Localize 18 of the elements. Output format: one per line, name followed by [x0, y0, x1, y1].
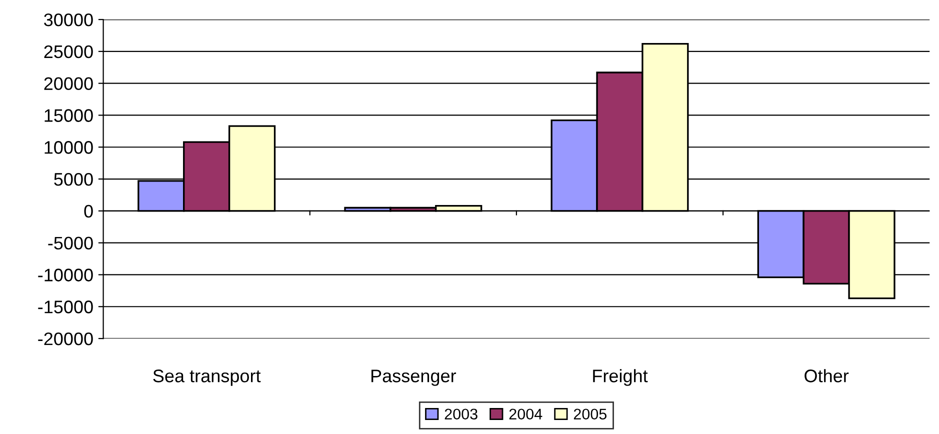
y-tick-label: 0	[84, 204, 93, 218]
x-tick-label: Freight	[593, 369, 648, 386]
y-tick-label: 30000	[44, 13, 93, 26]
legend-label: 2003	[444, 408, 478, 420]
legend-label: 2005	[574, 408, 607, 420]
y-tick-label: -15000	[38, 300, 93, 314]
y-tick-label: -20000	[38, 332, 93, 346]
x-tick-label: Sea transport	[153, 370, 261, 386]
y-tick-label: 20000	[44, 77, 93, 90]
y-tick-label: 10000	[44, 141, 93, 154]
y-tick-label: 15000	[44, 109, 93, 122]
y-tick-label: 5000	[54, 172, 93, 186]
y-tick-label: -5000	[48, 236, 93, 250]
x-tick-label: Passenger	[371, 370, 456, 386]
x-tick-label: Other	[804, 369, 849, 382]
legend-label: 2004	[509, 408, 542, 420]
y-tick-label: 25000	[44, 45, 93, 58]
y-tick-label: -10000	[38, 268, 93, 282]
